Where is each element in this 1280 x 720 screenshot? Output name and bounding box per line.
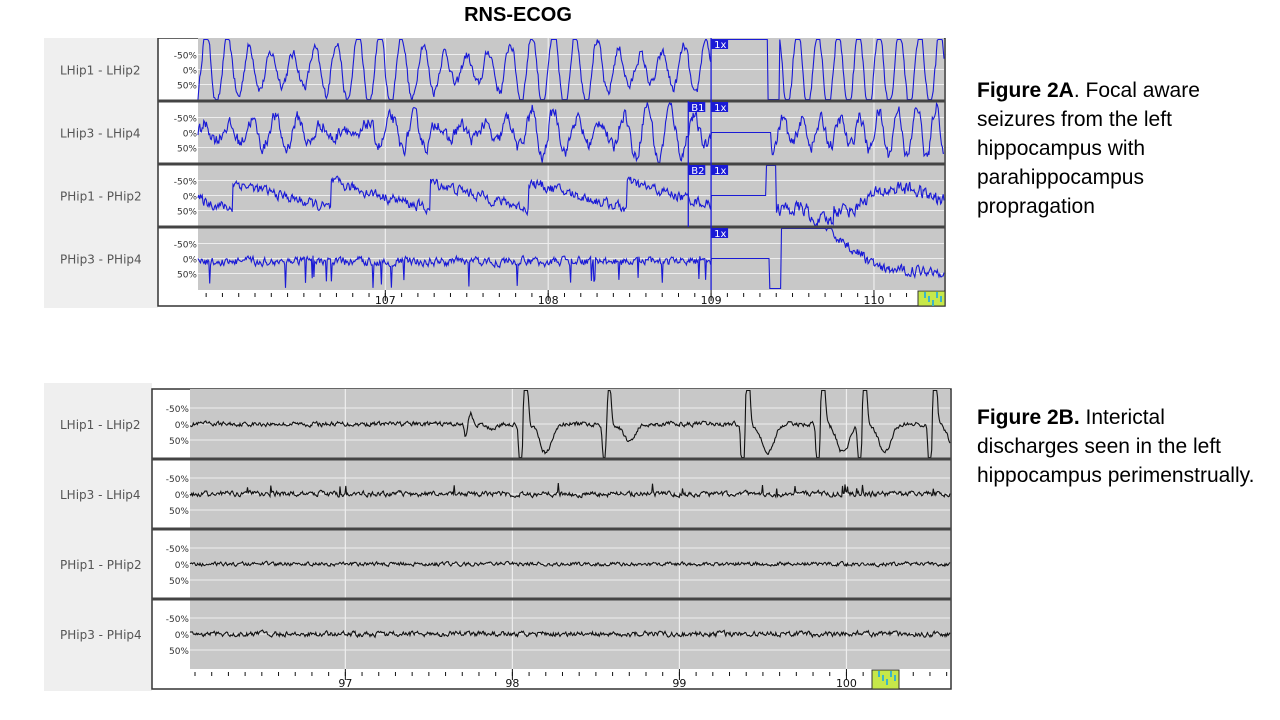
channel-label: PHip1 - PHip2 <box>60 558 142 572</box>
y-tick-label: -50% <box>166 615 190 625</box>
x-tick-label: 108 <box>538 294 559 307</box>
y-tick-label: -50% <box>166 475 190 485</box>
y-tick-label: 50% <box>177 82 197 92</box>
y-tick-label: -50% <box>174 52 198 62</box>
y-tick-label: 50% <box>169 647 189 657</box>
channel-label: PHip1 - PHip2 <box>60 190 142 204</box>
spectrogram-band <box>932 300 934 306</box>
waveform-lhip1-lhip2 <box>197 38 945 101</box>
x-tick-label: 109 <box>701 294 722 307</box>
y-tick-label: 0% <box>183 193 198 203</box>
marker-badge <box>711 228 729 238</box>
x-tick-label: 98 <box>505 677 519 690</box>
marker-label: B1 <box>691 103 704 114</box>
y-tick-label: 0% <box>183 256 198 266</box>
figure-2b-caption: Figure 2B. Interictal discharges seen in… <box>977 403 1267 490</box>
figure-2b-chart: LHip1 - LHip2 50% 0% -50% LHip3 - LHip4 50% 0%… <box>44 383 952 691</box>
spectrogram-band <box>936 292 938 298</box>
marker-badge <box>711 102 729 112</box>
channel-label: LHip3 - LHip4 <box>60 488 141 502</box>
x-tick-label: 97 <box>338 677 352 690</box>
marker-label: B2 <box>691 166 704 177</box>
figure-2a-caption: Figure 2A. Focal aware seizures from the… <box>977 76 1267 221</box>
spectrogram-band <box>882 675 884 681</box>
marker-label: 1x <box>714 103 726 114</box>
x-tick-label: 99 <box>672 677 686 690</box>
marker-badge <box>711 39 729 49</box>
marker-badge <box>711 165 729 175</box>
spectrogram-band <box>878 671 880 677</box>
waveform-lhip3-lhip4 <box>189 482 951 499</box>
waveform-phip3-phip4 <box>189 629 951 639</box>
y-tick-label: 0% <box>175 631 190 641</box>
waveform-phip1-phip2 <box>197 164 945 228</box>
marker-label: 1x <box>714 229 726 240</box>
marker-label: 1x <box>714 40 726 51</box>
marker-badge <box>688 102 706 112</box>
x-tick-label: 110 <box>863 294 884 307</box>
spectrogram-band <box>890 671 892 677</box>
y-tick-label: 0% <box>183 67 198 77</box>
waveform-lhip3-lhip4 <box>197 101 944 164</box>
caption-label: Figure 2A <box>977 79 1074 102</box>
y-tick-label: -50% <box>174 241 198 251</box>
y-tick-label: 0% <box>183 130 198 140</box>
y-tick-label: -50% <box>166 405 190 415</box>
channel-label: PHip3 - PHip4 <box>60 628 142 642</box>
spectrogram-band <box>928 296 930 302</box>
y-tick-label: 50% <box>169 577 189 587</box>
spectrogram-band <box>940 296 942 302</box>
y-tick-label: 50% <box>169 437 189 447</box>
marker-label: 1x <box>714 166 726 177</box>
figure-2a-chart: LHip1 - LHip2 50% 0% -50% LHip3 - LHip4 50% 0%… <box>44 38 946 308</box>
spectrogram-band <box>894 675 896 681</box>
y-tick-label: -50% <box>174 178 198 188</box>
y-tick-label: 50% <box>177 208 197 218</box>
y-tick-label: 0% <box>175 421 190 431</box>
y-tick-label: -50% <box>174 115 198 125</box>
caption-text: . Focal aware seizures from the left hip… <box>977 79 1200 218</box>
x-tick-label: 100 <box>836 677 857 690</box>
y-tick-label: 0% <box>175 561 190 571</box>
y-tick-label: 50% <box>177 145 197 155</box>
spectrogram-band <box>886 679 888 685</box>
x-tick-label: 107 <box>375 294 396 307</box>
channel-label: LHip3 - LHip4 <box>60 127 141 141</box>
channel-label-column <box>44 38 158 308</box>
y-tick-label: 50% <box>177 271 197 281</box>
y-tick-label: 0% <box>175 491 190 501</box>
spectrogram-band <box>924 292 926 298</box>
figure-title: RNS-ECOG <box>464 4 572 26</box>
y-tick-label: 50% <box>169 507 189 517</box>
marker-badge <box>688 165 706 175</box>
channel-label-column <box>44 383 152 691</box>
waveform-lhip1-lhip2 <box>189 389 951 459</box>
channel-label: PHip3 - PHip4 <box>60 253 142 267</box>
caption-label: Figure 2B. <box>977 406 1080 429</box>
waveform-phip1-phip2 <box>189 560 951 568</box>
channel-label: LHip1 - LHip2 <box>60 418 141 432</box>
channel-label: LHip1 - LHip2 <box>60 64 141 78</box>
y-tick-label: -50% <box>166 545 190 555</box>
caption-text: Interictal discharges seen in the left h… <box>977 406 1255 487</box>
